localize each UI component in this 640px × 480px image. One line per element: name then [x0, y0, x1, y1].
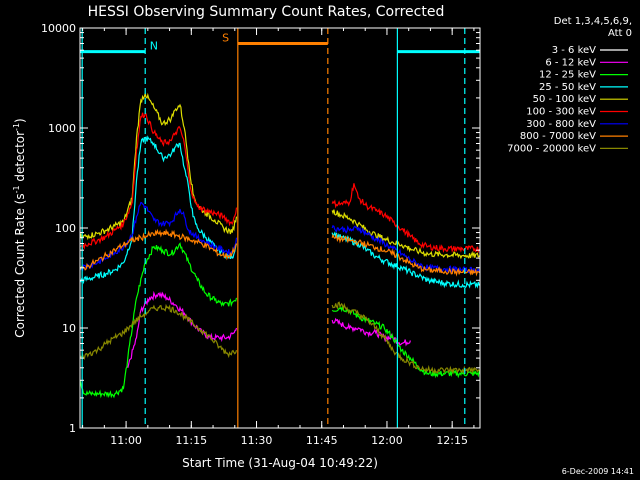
legend-label: 12 - 25 keV	[539, 70, 596, 81]
x-tick-label: 11:30	[241, 434, 273, 447]
legend-label: 3 - 6 keV	[552, 45, 596, 56]
series-line-2	[79, 242, 481, 399]
legend-header-detectors: Det 1,3,4,5,6,9,	[554, 16, 632, 27]
legend-label: 100 - 300 keV	[526, 107, 596, 118]
flag-label-S: S	[222, 31, 229, 44]
series-line-8	[79, 301, 481, 375]
series-line-7	[79, 228, 481, 277]
legend-label: 7000 - 20000 keV	[507, 143, 596, 154]
y-tick-label: 100	[55, 222, 76, 235]
legend-label: 6 - 12 keV	[545, 57, 596, 68]
chart-title: HESSI Observing Summary Count Rates, Cor…	[88, 4, 445, 20]
series-line-4	[79, 91, 481, 260]
x-tick-label: 12:15	[436, 434, 468, 447]
x-tick-label: 12:00	[371, 434, 403, 447]
legend-label: 50 - 100 keV	[533, 94, 597, 105]
y-tick-label: 10	[62, 322, 76, 335]
series-line-1	[127, 290, 411, 368]
legend-label: 800 - 7000 keV	[520, 131, 596, 142]
y-tick-label: 1	[69, 422, 76, 435]
y-tick-label: 10000	[41, 22, 76, 35]
legend-header-attenuator: Att 0	[608, 28, 632, 39]
x-tick-label: 11:45	[306, 434, 338, 447]
series-line-3	[79, 135, 481, 289]
plot-frame	[79, 27, 481, 429]
flag-label-N: N	[150, 40, 158, 53]
legend-label: 300 - 800 keV	[526, 119, 596, 130]
footer-date: 6-Dec-2009 14:41	[562, 467, 634, 476]
series-line-6	[80, 201, 481, 274]
x-tick-label: 11:15	[175, 434, 207, 447]
x-tick-label: 11:00	[110, 434, 142, 447]
x-axis-title: Start Time (31-Aug-04 10:49:22)	[182, 456, 378, 470]
series-line-0	[127, 307, 398, 421]
y-axis-title: Corrected Count Rate (s-1 detector-1)	[12, 118, 27, 337]
legend-label: 25 - 50 keV	[539, 82, 596, 93]
y-tick-label: 1000	[48, 122, 76, 135]
series-line-5	[79, 112, 481, 254]
